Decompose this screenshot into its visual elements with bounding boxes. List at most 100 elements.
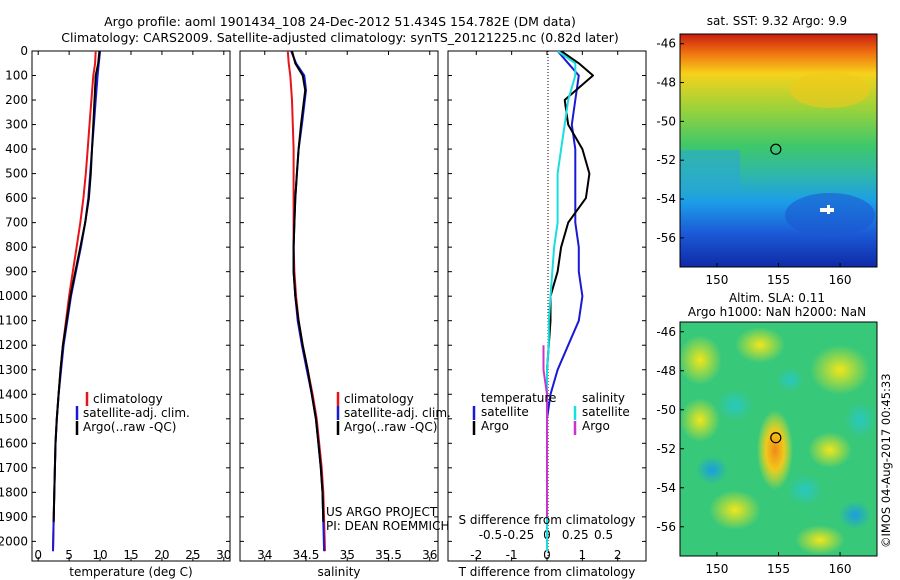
depth-tick-label: 1400 [0, 387, 28, 401]
sla-map-axes: 150 155 160 -46 -48 -50 -52 -54 -56 [656, 325, 851, 576]
lat-tick-label: -46 [656, 37, 676, 51]
depth-tick-label: 400 [5, 142, 28, 156]
depth-tick-label: 1500 [0, 412, 28, 426]
legend-label-s-satellite: satellite [582, 405, 630, 419]
x-tick-label: 34 [257, 548, 272, 562]
sla-high-anomaly [680, 398, 720, 442]
difference-series [542, 51, 594, 552]
sst-blue-tongue [680, 150, 740, 190]
s-diff-tick-label: 0.5 [594, 528, 613, 542]
depth-tick-label: 0 [20, 44, 28, 58]
lon-tick-label: 150 [705, 562, 728, 576]
legend-title-salinity: salinity [582, 391, 625, 405]
argo-position-marker [770, 432, 782, 444]
legend-label-climatology: climatology [344, 392, 414, 406]
imos-watermark: ©IMOS 04-Aug-2017 00:45:33 [879, 373, 893, 548]
legend-label-t-satellite: satellite [481, 405, 529, 419]
sla-high-anomaly [735, 327, 785, 363]
lat-tick-label: -56 [656, 231, 676, 245]
argo-position-marker [770, 143, 782, 155]
depth-tick-label: 700 [5, 216, 28, 230]
depth-tick-label: 500 [5, 167, 28, 181]
s-difference-x-axis: -0.5 -0.25 0 0.25 0.5 [479, 528, 613, 542]
x-tick-label: 2 [614, 548, 622, 562]
x-tick-label: 30 [216, 548, 231, 562]
series-line-climatology [52, 51, 97, 552]
sla-high-anomaly [795, 525, 845, 555]
sla-high-anomaly [757, 410, 793, 490]
sst-cold-patch [785, 193, 875, 237]
x-tick-label: 36 [422, 548, 437, 562]
lat-tick-label: -54 [656, 481, 676, 495]
lon-tick-label: 155 [767, 273, 790, 287]
series-line-argo-raw-qc [52, 51, 101, 522]
figure-title-line2: Climatology: CARS2009. Satellite-adjuste… [61, 30, 618, 45]
x-tick-label: -2 [470, 548, 482, 562]
salinity-x-axis: 34 34.5 35 35.5 36 [257, 51, 437, 562]
sla-low-anomaly [844, 402, 876, 438]
credit-project: US ARGO PROJECT [326, 505, 438, 519]
legend-label-argo: Argo(..raw -QC) [83, 420, 176, 434]
x-tick-label: 35 [340, 548, 355, 562]
depth-tick-label: 1200 [0, 338, 28, 352]
x-tick-label: 10 [92, 548, 107, 562]
legend-label-climatology: climatology [93, 392, 163, 406]
difference-legend: temperature salinity satellite Argo sate… [472, 391, 630, 435]
depth-tick-label: 100 [5, 69, 28, 83]
salinity-legend: climatology satellite-adj. clim. Argo(..… [336, 392, 451, 435]
s-difference-axis-label: S difference from climatology [459, 513, 636, 527]
x-tick-label: 35.5 [375, 548, 402, 562]
temperature-x-axis: 0 5 10 15 20 25 30 [34, 51, 231, 562]
credit-pi: PI: DEAN ROEMMICH [326, 519, 449, 533]
depth-tick-label: 1100 [0, 314, 28, 328]
lon-tick-label: 160 [829, 562, 852, 576]
x-tick-label: -1 [506, 548, 518, 562]
x-tick-label: 0 [543, 548, 551, 562]
lat-tick-label: -48 [656, 364, 676, 378]
series-line-climatology [286, 51, 326, 552]
lat-tick-label: -52 [656, 442, 676, 456]
t-difference-axis-label: T difference from climatology [458, 565, 636, 579]
depth-tick-label: 800 [5, 240, 28, 254]
lat-tick-label: -54 [656, 192, 676, 206]
lat-tick-label: -52 [656, 153, 676, 167]
sla-low-anomaly [839, 501, 871, 529]
series-line-argo [542, 345, 548, 517]
sla-low-anomaly [776, 368, 804, 392]
lat-tick-label: -50 [656, 403, 676, 417]
salinity-series [286, 51, 326, 552]
sla-map-title-line2: Argo h1000: NaN h2000: NaN [688, 305, 866, 319]
sst-map-axes: 150 155 160 -46 -48 -50 -52 -54 -56 [656, 37, 851, 287]
s-diff-tick-label: -0.5 [479, 528, 502, 542]
depth-tick-label: 200 [5, 93, 28, 107]
temperature-plot-frame [31, 50, 231, 562]
series-line-argo [546, 51, 594, 522]
legend-label-satellite: satellite-adj. clim. [83, 406, 190, 420]
lat-tick-label: -46 [656, 325, 676, 339]
salinity-plot-frame [239, 50, 439, 562]
s-diff-tick-label: 0.25 [562, 528, 589, 542]
legend-label-satellite: satellite-adj. clim. [344, 406, 451, 420]
sst-warm-patch [790, 72, 870, 108]
depth-axis: 0 100 200 300 400 500 600 700 800 900 1000 1100 1200… [0, 44, 646, 548]
figure-title-line1: Argo profile: aoml 1901434_108 24-Dec-20… [104, 14, 576, 29]
x-tick-label: 1 [579, 548, 587, 562]
depth-tick-label: 2000 [0, 534, 28, 548]
sst-map-title: sat. SST: 9.32 Argo: 9.9 [707, 14, 847, 28]
legend-title-temperature: temperature [481, 391, 556, 405]
depth-tick-label: 1300 [0, 363, 28, 377]
lon-tick-label: 150 [705, 273, 728, 287]
sla-high-anomaly [709, 490, 761, 530]
depth-tick-label: 600 [5, 191, 28, 205]
x-tick-label: 20 [154, 548, 169, 562]
lat-tick-label: -56 [656, 520, 676, 534]
depth-tick-label: 1000 [0, 289, 28, 303]
x-tick-label: 5 [65, 548, 73, 562]
sst-map [679, 33, 878, 268]
sla-map [678, 321, 878, 557]
depth-tick-label: 300 [5, 118, 28, 132]
depth-tick-label: 1700 [0, 461, 28, 475]
t-difference-x-axis: -2 -1 0 1 2 [470, 51, 622, 562]
depth-tick-label: 1600 [0, 436, 28, 450]
sst-missing-data [827, 205, 830, 214]
